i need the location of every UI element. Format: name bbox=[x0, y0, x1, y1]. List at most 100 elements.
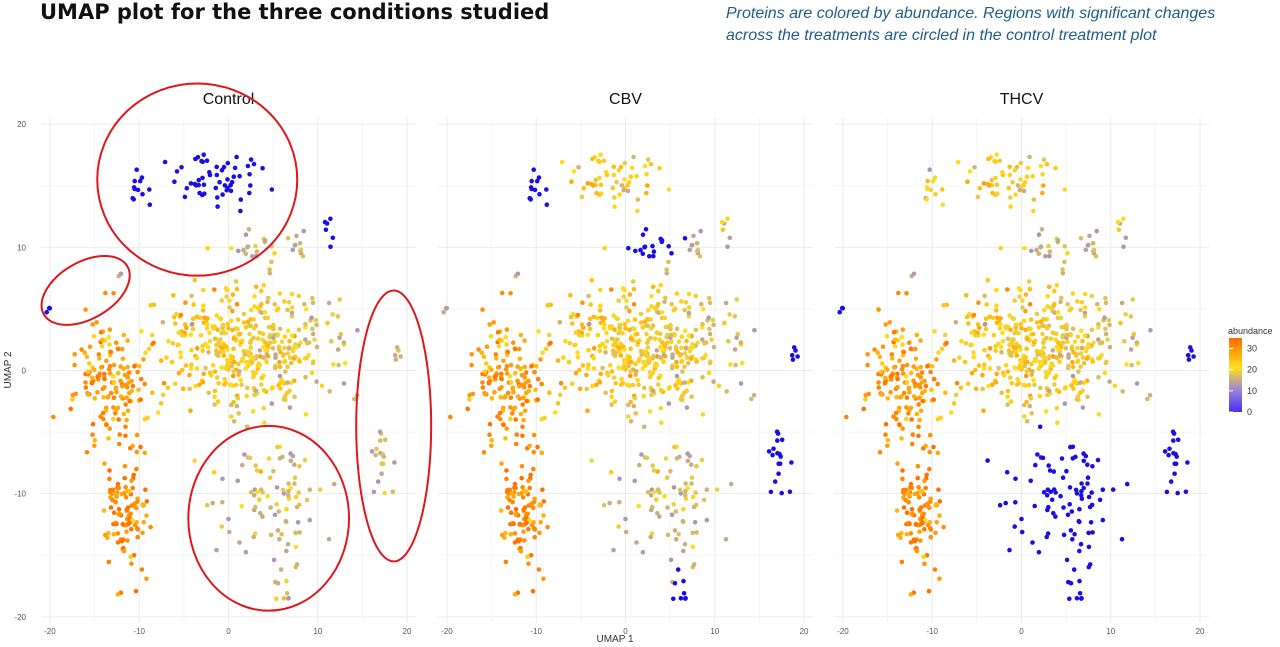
data-point bbox=[288, 458, 294, 464]
data-point bbox=[1007, 375, 1013, 380]
data-point bbox=[1086, 530, 1091, 536]
data-point bbox=[1170, 429, 1176, 435]
data-point bbox=[580, 300, 585, 306]
data-point bbox=[501, 422, 506, 428]
data-point bbox=[608, 470, 614, 475]
data-point bbox=[644, 455, 650, 461]
data-point bbox=[1013, 192, 1018, 197]
data-point bbox=[688, 356, 694, 361]
data-point bbox=[640, 251, 646, 257]
data-point bbox=[180, 386, 186, 392]
data-point bbox=[789, 460, 794, 465]
data-point bbox=[1123, 312, 1128, 317]
data-point bbox=[1070, 326, 1076, 332]
data-point bbox=[338, 331, 344, 337]
data-point bbox=[292, 462, 297, 468]
data-point bbox=[118, 271, 124, 277]
data-point bbox=[207, 330, 212, 336]
data-point bbox=[1187, 345, 1193, 350]
data-point bbox=[957, 355, 962, 360]
data-point bbox=[1128, 347, 1134, 352]
data-point bbox=[1167, 446, 1172, 452]
highlight-ellipse bbox=[40, 255, 131, 326]
data-point bbox=[1055, 420, 1060, 426]
data-point bbox=[223, 344, 229, 349]
data-point bbox=[204, 158, 210, 163]
data-point bbox=[670, 355, 675, 360]
data-point bbox=[691, 562, 697, 567]
data-point bbox=[1030, 368, 1035, 374]
data-point bbox=[672, 306, 678, 312]
data-point bbox=[183, 300, 188, 306]
data-point bbox=[371, 489, 377, 495]
data-point bbox=[1024, 346, 1029, 352]
data-point bbox=[1065, 512, 1071, 518]
data-point bbox=[239, 503, 244, 509]
data-point bbox=[1097, 497, 1103, 503]
data-point bbox=[111, 416, 116, 422]
data-point bbox=[679, 299, 684, 304]
data-point bbox=[187, 386, 192, 392]
data-point bbox=[676, 339, 682, 345]
data-point bbox=[248, 157, 254, 162]
data-point bbox=[695, 249, 700, 254]
data-point bbox=[895, 371, 900, 377]
data-point bbox=[894, 416, 899, 422]
data-point bbox=[922, 517, 928, 523]
data-point bbox=[693, 293, 699, 299]
data-point bbox=[116, 506, 122, 512]
data-point bbox=[682, 380, 687, 385]
data-point bbox=[576, 333, 582, 338]
data-point bbox=[1061, 340, 1066, 346]
data-point bbox=[113, 340, 119, 346]
data-point bbox=[220, 349, 226, 355]
data-point bbox=[269, 187, 275, 192]
data-point bbox=[247, 190, 252, 196]
legend-colorbar bbox=[1229, 338, 1242, 412]
data-point bbox=[689, 462, 694, 468]
data-point bbox=[268, 340, 273, 346]
data-point bbox=[521, 395, 526, 401]
data-point bbox=[630, 382, 636, 388]
data-point bbox=[118, 394, 124, 399]
data-point bbox=[527, 383, 533, 389]
data-point bbox=[335, 347, 341, 352]
data-point bbox=[885, 367, 890, 373]
data-point bbox=[891, 329, 897, 335]
data-point bbox=[96, 352, 102, 357]
data-point bbox=[1024, 368, 1030, 374]
data-point bbox=[1062, 401, 1068, 406]
data-point bbox=[665, 340, 670, 346]
data-point bbox=[906, 340, 912, 346]
data-point bbox=[1011, 337, 1016, 342]
data-point bbox=[1136, 360, 1141, 366]
data-point bbox=[504, 489, 510, 495]
data-point bbox=[1096, 374, 1101, 380]
data-point bbox=[598, 303, 603, 309]
data-point bbox=[987, 355, 993, 361]
data-point bbox=[264, 348, 270, 354]
data-point bbox=[922, 561, 927, 566]
data-point bbox=[1022, 414, 1027, 419]
data-point bbox=[668, 326, 673, 332]
data-point bbox=[90, 421, 96, 427]
data-point bbox=[958, 385, 964, 391]
data-point bbox=[267, 475, 273, 481]
data-point bbox=[293, 494, 299, 500]
data-point bbox=[513, 441, 519, 447]
data-point bbox=[703, 352, 708, 358]
data-point bbox=[1038, 163, 1044, 169]
highlight-ellipse bbox=[355, 289, 433, 563]
data-point bbox=[1085, 475, 1091, 481]
data-point bbox=[1020, 298, 1025, 304]
data-point bbox=[469, 362, 474, 368]
data-point bbox=[895, 532, 901, 538]
data-point bbox=[916, 424, 921, 430]
data-point bbox=[591, 355, 597, 361]
data-point bbox=[1004, 326, 1009, 331]
data-point bbox=[1033, 356, 1038, 362]
data-point bbox=[907, 389, 912, 395]
data-point bbox=[253, 284, 259, 290]
data-point bbox=[504, 327, 510, 332]
